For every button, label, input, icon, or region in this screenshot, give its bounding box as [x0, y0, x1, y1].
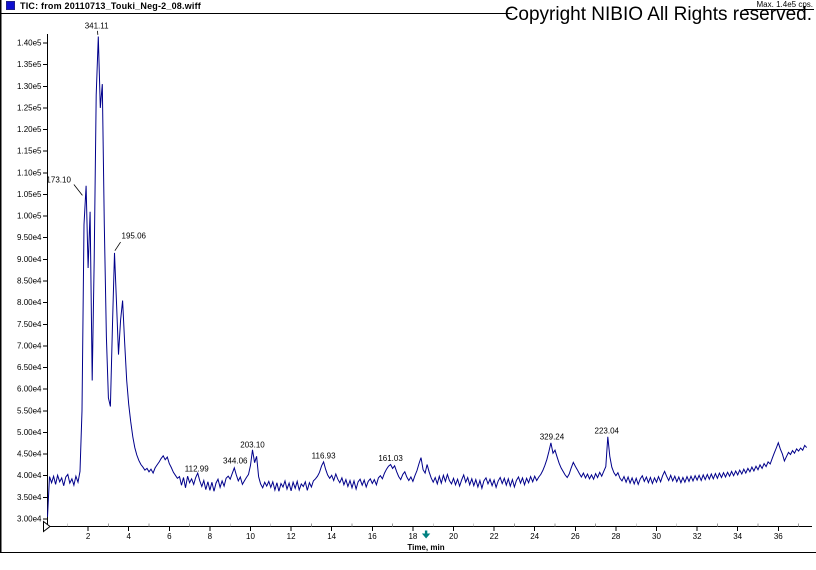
x-tick-label: 34 [733, 532, 742, 541]
peak-label: 344.06 [223, 457, 248, 466]
peak-label: 173.10 [46, 175, 71, 184]
x-tick-label: 12 [287, 532, 296, 541]
y-tick-label: 1.15e5 [17, 147, 42, 156]
y-tick-label: 5.50e4 [17, 406, 42, 415]
peak-leader-line [114, 241, 121, 251]
y-tick-label: 9.50e4 [17, 233, 42, 242]
y-tick-label: 4.00e4 [17, 471, 42, 480]
x-tick-label: 24 [530, 532, 539, 541]
peak-label: 329.24 [540, 432, 565, 441]
x-tick-label: 10 [246, 532, 255, 541]
y-tick-label: 9.00e4 [17, 255, 42, 264]
x-tick-label: 22 [490, 532, 499, 541]
x-tick-label: 16 [368, 532, 377, 541]
y-tick-label: 7.50e4 [17, 320, 42, 329]
peak-label: 341.11 [85, 21, 109, 30]
origin-marker-icon[interactable] [43, 520, 51, 533]
x-tick-label: 30 [652, 532, 661, 541]
x-tick-label: 4 [126, 532, 131, 541]
peak-label: 112.99 [185, 464, 209, 473]
y-tick-label: 1.10e5 [17, 168, 42, 177]
copyright-text: Copyright NIBIO All Rights reserved. [504, 4, 812, 25]
y-tick-label: 8.00e4 [17, 298, 42, 307]
y-tick-label: 3.00e4 [17, 515, 42, 524]
x-tick-label: 6 [167, 532, 172, 541]
peak-label: 223.04 [595, 426, 620, 435]
y-tick-label: 1.35e5 [17, 60, 42, 69]
y-tick-label: 1.40e5 [17, 39, 42, 48]
x-tick-label: 8 [208, 532, 213, 541]
peak-label: 161.03 [378, 454, 403, 463]
tic-trace [47, 36, 808, 517]
y-tick-label: 6.50e4 [17, 363, 42, 372]
time-axis-title: Time, min [407, 543, 444, 552]
peak-label: 116.93 [312, 451, 336, 460]
y-tick-label: 3.50e4 [17, 493, 42, 502]
y-tick-label: 1.20e5 [17, 125, 42, 134]
pane-titlebar[interactable]: TIC: from 20110713_Touki_Neg-2_08.wiff M… [0, 0, 816, 13]
x-tick-label: 28 [611, 532, 620, 541]
y-tick-label: 1.25e5 [17, 103, 42, 112]
x-tick-label: 14 [327, 532, 336, 541]
peak-leader-line [73, 184, 83, 196]
y-tick-label: 1.00e5 [17, 212, 42, 221]
x-tick-label: 26 [571, 532, 580, 541]
peak-label: 203.10 [240, 441, 265, 450]
x-tick-label: 32 [693, 532, 702, 541]
x-tick-label: 20 [449, 532, 458, 541]
y-tick-label: 5.00e4 [17, 428, 42, 437]
time-marker-icon[interactable] [421, 530, 431, 539]
pane-icon [6, 1, 15, 10]
x-tick-label: 18 [408, 532, 417, 541]
max-intensity-label: Max. 1.4e5 cps. [756, 0, 813, 9]
pane-title: TIC: from 20110713_Touki_Neg-2_08.wiff [20, 1, 201, 11]
y-tick-label: 1.05e5 [17, 190, 42, 199]
x-tick-label: 36 [774, 532, 783, 541]
peak-label: 195.06 [122, 232, 147, 241]
y-tick-label: 6.00e4 [17, 385, 42, 394]
y-tick-label: 4.50e4 [17, 450, 42, 459]
y-tick-label: 1.30e5 [17, 82, 42, 91]
y-tick-label: 7.00e4 [17, 341, 42, 350]
x-tick-label: 2 [86, 532, 91, 541]
y-tick-label: 8.50e4 [17, 277, 42, 286]
